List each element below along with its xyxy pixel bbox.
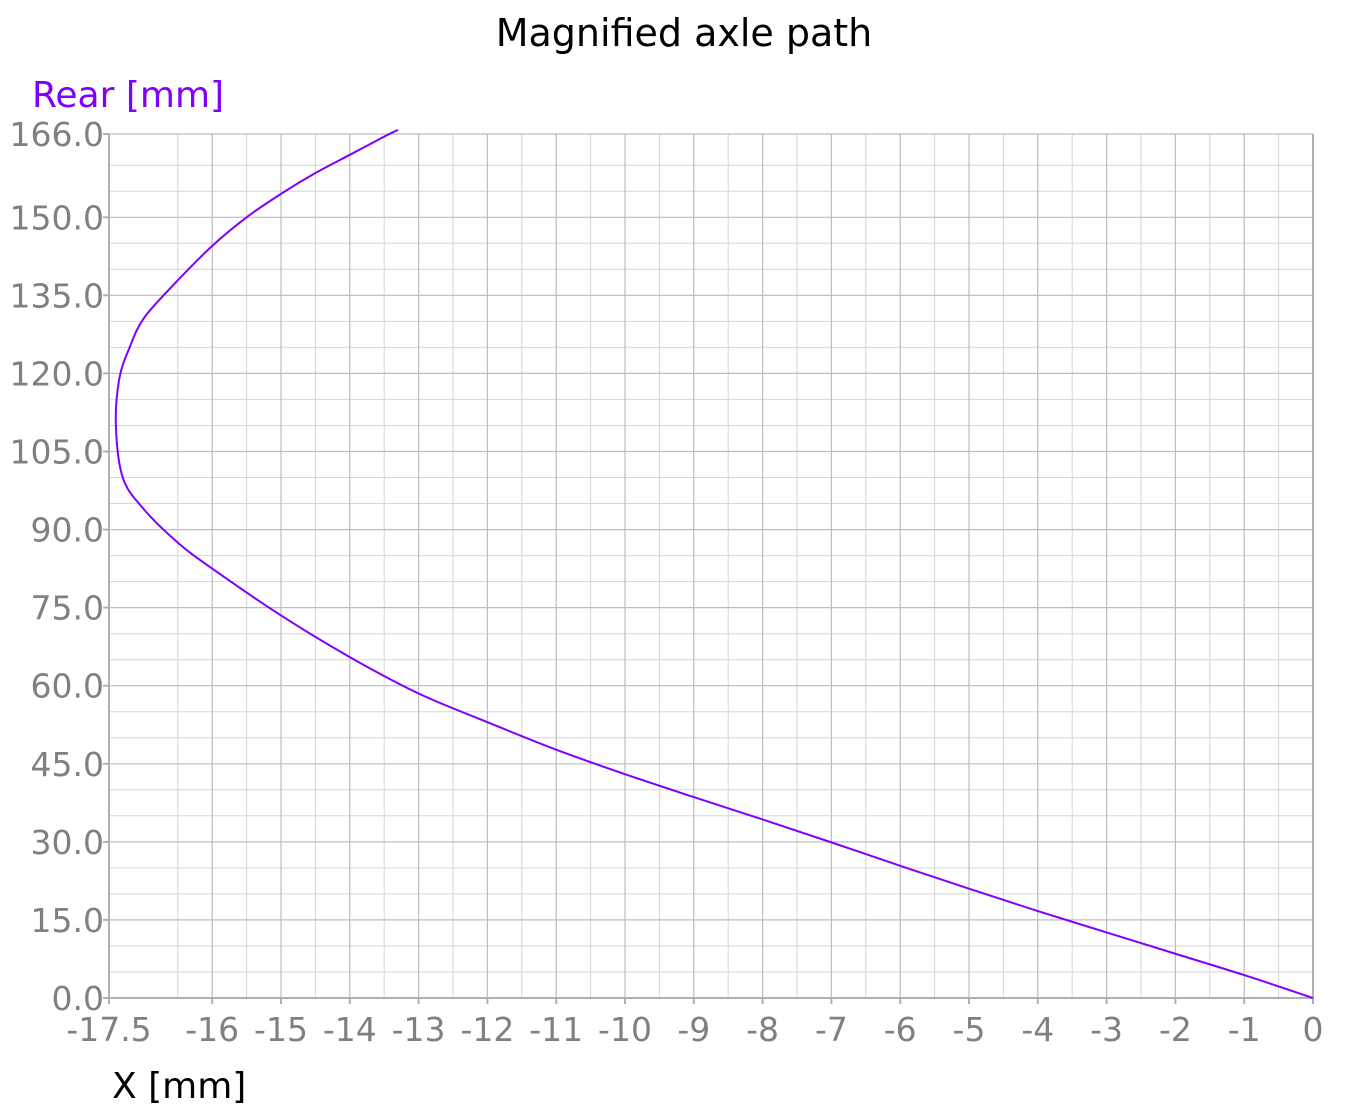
y-tick-label: 166.0 [10, 115, 104, 154]
chart-title: Magnified axle path [496, 11, 873, 55]
x-tick-label: -14 [323, 1010, 377, 1049]
y-tick-label: 120.0 [10, 354, 104, 393]
y-tick-labels: 0.0 15.0 30.0 45.0 60.0 75.0 90.0 105.0 120.0 135… [10, 115, 104, 1018]
y-tick-label: 30.0 [31, 823, 104, 862]
y-tick-label: 150.0 [10, 198, 104, 237]
x-tick-label: -12 [460, 1010, 514, 1049]
y-tick-label: 60.0 [31, 667, 104, 706]
axes [103, 133, 1314, 1004]
series-layer [114, 128, 1314, 999]
x-axis-label: X [mm] [112, 1066, 246, 1107]
x-tick-label: -11 [529, 1010, 583, 1049]
y-tick-label: 75.0 [31, 589, 104, 628]
y-tick-label: 45.0 [31, 745, 104, 784]
x-tick-label: -4 [1021, 1010, 1054, 1049]
y-axis-label: Rear [mm] [32, 75, 224, 116]
x-tick-label: -2 [1159, 1010, 1192, 1049]
x-tick-labels: -17.5 -16 -15 -14 -13 -12 -11 -10 -9 -8 -7 -6 -5 -4 -3… [66, 1010, 1323, 1049]
x-tick-label: -7 [815, 1010, 848, 1049]
x-tick-label: -3 [1090, 1010, 1123, 1049]
y-tick-label: 105.0 [10, 433, 104, 472]
x-tick-label: -9 [677, 1010, 710, 1049]
x-tick-label: -17.5 [66, 1010, 151, 1049]
x-tick-label: -6 [884, 1010, 917, 1049]
y-tick-label: 15.0 [31, 901, 104, 940]
x-tick-label: -15 [254, 1010, 308, 1049]
x-tick-label: -16 [185, 1010, 239, 1049]
x-tick-label: -1 [1228, 1010, 1261, 1049]
x-tick-label: -8 [746, 1010, 779, 1049]
y-tick-label: 0.0 [52, 979, 104, 1018]
x-tick-label: -10 [598, 1010, 652, 1049]
x-tick-label: -5 [953, 1010, 986, 1049]
y-tick-label: 90.0 [31, 511, 104, 550]
grid-minor [109, 134, 1313, 998]
x-tick-label: 0 [1303, 1010, 1324, 1049]
y-tick-label: 135.0 [10, 276, 104, 315]
x-tick-label: -13 [392, 1010, 446, 1049]
series-line-rear [114, 128, 1314, 999]
